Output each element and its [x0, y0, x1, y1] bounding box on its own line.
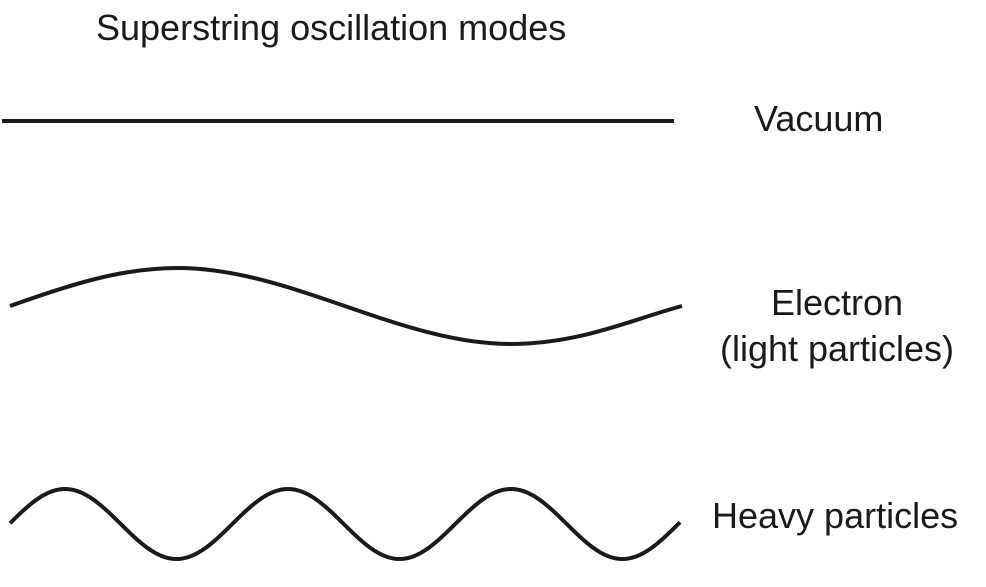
electron-string-wave — [9, 265, 683, 347]
vacuum-label: Vacuum — [754, 98, 884, 139]
heavy-particles-label: Heavy particles — [712, 495, 959, 536]
diagram-title: Superstring oscillation modes — [96, 7, 567, 48]
electron-label: Electron (light particles) — [711, 280, 963, 372]
electron-label-note: (light particles) — [719, 328, 955, 369]
electron-label-name: Electron — [770, 282, 904, 323]
heavy-particle-string-wave — [8, 486, 682, 562]
